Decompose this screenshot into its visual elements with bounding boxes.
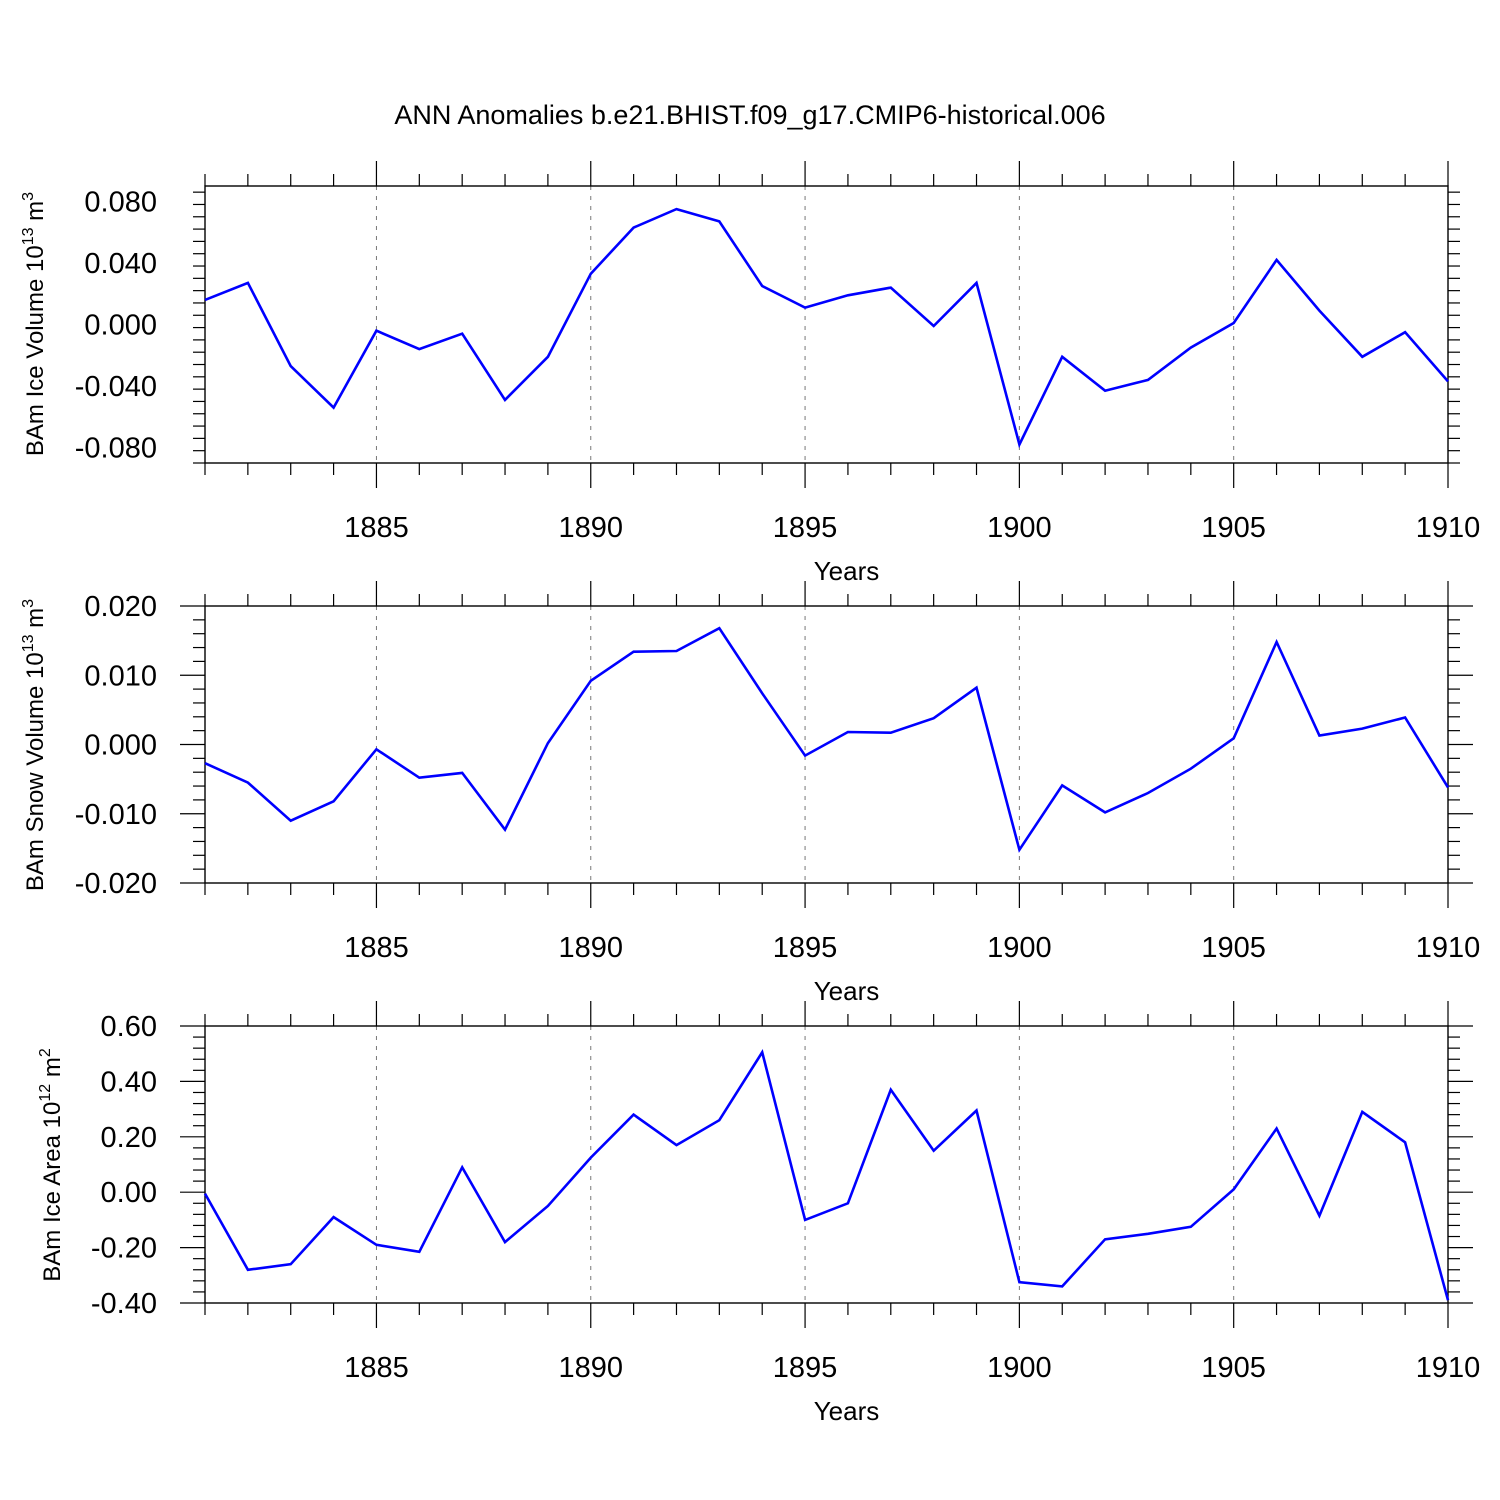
x-tick-label: 1900 — [987, 1352, 1052, 1384]
y-axis-label-exponent: 13 — [20, 227, 37, 245]
y-tick-label: -0.080 — [75, 433, 157, 465]
y-axis-label-unit: m — [22, 201, 49, 228]
series-line — [203, 1049, 1450, 1301]
y-tick-label: -0.010 — [75, 799, 157, 831]
y-axis-label-unit-exponent: 3 — [20, 192, 37, 201]
y-axis-label: BAm Ice Area 1012 m2 — [37, 1048, 66, 1282]
figure-title: ANN Anomalies b.e21.BHIST.f09_g17.CMIP6-… — [394, 100, 1105, 130]
y-axis-label: BAm Snow Volume 1013 m3 — [20, 599, 49, 891]
y-axis-label-exponent: 13 — [20, 634, 37, 652]
y-axis-label-unit: m — [22, 608, 49, 635]
y-axis-label: BAm Ice Volume 1013 m3 — [20, 192, 49, 456]
x-tick-label: 1885 — [344, 512, 409, 544]
x-tick-label: 1895 — [773, 512, 838, 544]
y-axis-label-main: BAm Snow Volume 10 — [22, 652, 49, 891]
x-axis-label: Years — [814, 1396, 880, 1426]
x-tick-label: 1895 — [773, 932, 838, 964]
y-tick-label: 0.60 — [101, 1011, 157, 1043]
x-tick-label: 1890 — [559, 512, 624, 544]
y-tick-label: 0.080 — [84, 186, 157, 218]
x-tick-label: 1895 — [773, 1352, 838, 1384]
x-tick-label: 1905 — [1201, 512, 1266, 544]
x-tick-label: 1890 — [559, 932, 624, 964]
x-axis-label: Years — [814, 556, 880, 586]
x-tick-label: 1885 — [344, 932, 409, 964]
x-tick-label: 1905 — [1201, 932, 1266, 964]
y-tick-label: 0.000 — [84, 730, 157, 762]
x-tick-label: 1910 — [1416, 932, 1481, 964]
y-axis-label-unit-exponent: 2 — [37, 1048, 54, 1057]
y-axis-label-unit: m — [39, 1057, 66, 1084]
y-axis-label-main: BAm Ice Volume 10 — [22, 245, 49, 456]
y-axis-label-exponent: 12 — [37, 1084, 54, 1102]
series-line — [204, 626, 1450, 853]
x-tick-label: 1910 — [1416, 512, 1481, 544]
y-tick-label: -0.40 — [91, 1288, 157, 1320]
y-tick-label: 0.000 — [84, 310, 157, 342]
y-axis-label-unit-exponent: 3 — [20, 599, 37, 608]
plot-frame — [204, 1025, 1449, 1304]
panel-1: 1885 1890 1895 1900 1905 1910 -0.080 -0.040 0.00… — [20, 161, 1480, 586]
x-tick-label: 1900 — [987, 512, 1052, 544]
series-line — [204, 207, 1449, 449]
y-tick-label: -0.040 — [75, 371, 157, 403]
y-tick-label: 0.40 — [101, 1066, 157, 1098]
x-tick-label: 1905 — [1201, 1352, 1266, 1384]
x-tick-label: 1885 — [344, 1352, 409, 1384]
y-axis-label-main: BAm Ice Area 10 — [39, 1102, 66, 1282]
x-tick-label: 1890 — [559, 1352, 624, 1384]
y-tick-label: 0.040 — [84, 248, 157, 280]
x-tick-label: 1900 — [987, 932, 1052, 964]
plot-frame — [204, 185, 1449, 464]
y-tick-label: 0.00 — [101, 1177, 157, 1209]
y-tick-label: 0.20 — [101, 1122, 157, 1154]
panel-3: 1885 1890 1895 1900 1905 1910 -0.40 -0.20 0.00 0.… — [37, 1001, 1480, 1426]
y-tick-label: -0.020 — [75, 868, 157, 900]
x-axis-label: Years — [814, 976, 880, 1006]
panel-2: 1885 1890 1895 1900 1905 1910 -0.020 -0.010 0.00… — [20, 581, 1480, 1006]
y-tick-label: 0.020 — [84, 591, 157, 623]
x-tick-label: 1910 — [1416, 1352, 1481, 1384]
y-tick-label: -0.20 — [91, 1233, 157, 1265]
y-tick-label: 0.010 — [84, 660, 157, 692]
